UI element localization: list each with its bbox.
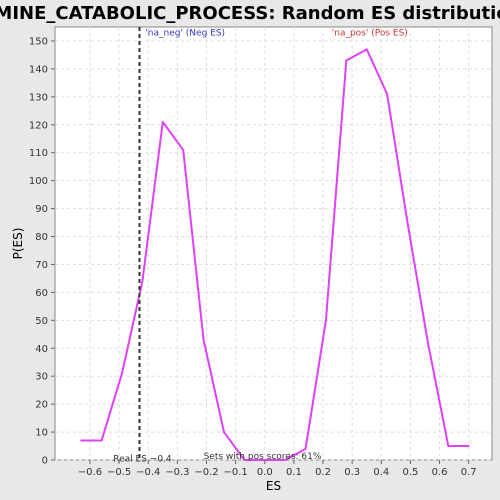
data-point bbox=[202, 338, 205, 341]
data-point bbox=[447, 445, 450, 448]
data-point bbox=[304, 447, 307, 450]
y-tick-label: 70 bbox=[35, 260, 48, 271]
y-tick-label: 110 bbox=[29, 148, 48, 159]
x-tick-label: 0.7 bbox=[461, 467, 477, 478]
data-point bbox=[467, 445, 470, 448]
data-point bbox=[222, 431, 225, 434]
x-tick-label: −0.6 bbox=[78, 467, 102, 478]
data-point bbox=[80, 439, 83, 442]
x-tick-label: 0.0 bbox=[257, 467, 273, 478]
y-tick-label: 40 bbox=[35, 344, 48, 355]
data-point bbox=[263, 459, 266, 461]
x-tick-label: −0.2 bbox=[194, 467, 218, 478]
plot-area bbox=[54, 26, 493, 461]
annotation-pos-scores: Sets with pos scores: 61% bbox=[204, 452, 322, 462]
y-tick-label: 10 bbox=[35, 428, 48, 439]
x-tick-label: 0.3 bbox=[344, 467, 360, 478]
y-tick-label: 80 bbox=[35, 232, 48, 243]
annotation-neg: 'na_neg' (Neg ES) bbox=[145, 29, 225, 39]
x-tick-label: −0.5 bbox=[107, 467, 131, 478]
x-tick-label: 0.1 bbox=[286, 467, 302, 478]
y-tick-label: 50 bbox=[35, 316, 48, 327]
grid-lines bbox=[55, 27, 492, 461]
annotation-real-es: Real ES −0.4 bbox=[113, 455, 172, 465]
y-tick-label: 60 bbox=[35, 288, 48, 299]
x-tick-label: −0.1 bbox=[223, 467, 247, 478]
annotation-pos: 'na_pos' (Pos ES) bbox=[332, 29, 408, 39]
data-point bbox=[121, 372, 124, 375]
y-tick-label: 100 bbox=[29, 176, 48, 187]
y-tick-label: 150 bbox=[29, 36, 48, 47]
y-tick-label: 90 bbox=[35, 204, 48, 215]
data-point bbox=[324, 319, 327, 322]
y-axis-label: P(ES) bbox=[11, 228, 25, 260]
x-tick-label: −0.4 bbox=[136, 467, 160, 478]
data-point bbox=[386, 93, 389, 96]
x-tick-label: 0.2 bbox=[315, 467, 331, 478]
axes: −0.6 −0.5 −0.4 −0.3 −0.2 −0.1 0.0 0.1 0.2 0.3 0.4 0… bbox=[29, 36, 477, 478]
series-line-0 bbox=[81, 48, 469, 461]
y-tick-label: 20 bbox=[35, 400, 48, 411]
y-tick-label: 0 bbox=[42, 456, 48, 467]
y-tick-label: 30 bbox=[35, 372, 48, 383]
series-layer bbox=[80, 27, 470, 461]
y-tick-label: 120 bbox=[29, 120, 48, 131]
x-tick-label: −0.3 bbox=[165, 467, 189, 478]
y-tick-label: 140 bbox=[29, 64, 48, 75]
data-point bbox=[365, 48, 368, 51]
data-point bbox=[100, 439, 103, 442]
data-point bbox=[182, 148, 185, 151]
annotations: 'na_neg' (Neg ES) 'na_pos' (Pos ES) Real E… bbox=[113, 29, 408, 465]
data-point bbox=[161, 120, 164, 123]
x-axis-label: ES bbox=[266, 479, 281, 493]
chart-title: AMINE_CATABOLIC_PROCESS: Random ES distr… bbox=[0, 3, 500, 24]
data-point bbox=[406, 221, 409, 224]
data-point bbox=[243, 459, 246, 461]
data-point bbox=[345, 59, 348, 62]
x-tick-label: 0.4 bbox=[373, 467, 389, 478]
x-tick-label: 0.5 bbox=[402, 467, 418, 478]
data-point bbox=[284, 459, 287, 461]
data-point bbox=[426, 341, 429, 344]
x-tick-label: 0.6 bbox=[432, 467, 448, 478]
data-point bbox=[141, 280, 144, 283]
y-tick-label: 130 bbox=[29, 92, 48, 103]
